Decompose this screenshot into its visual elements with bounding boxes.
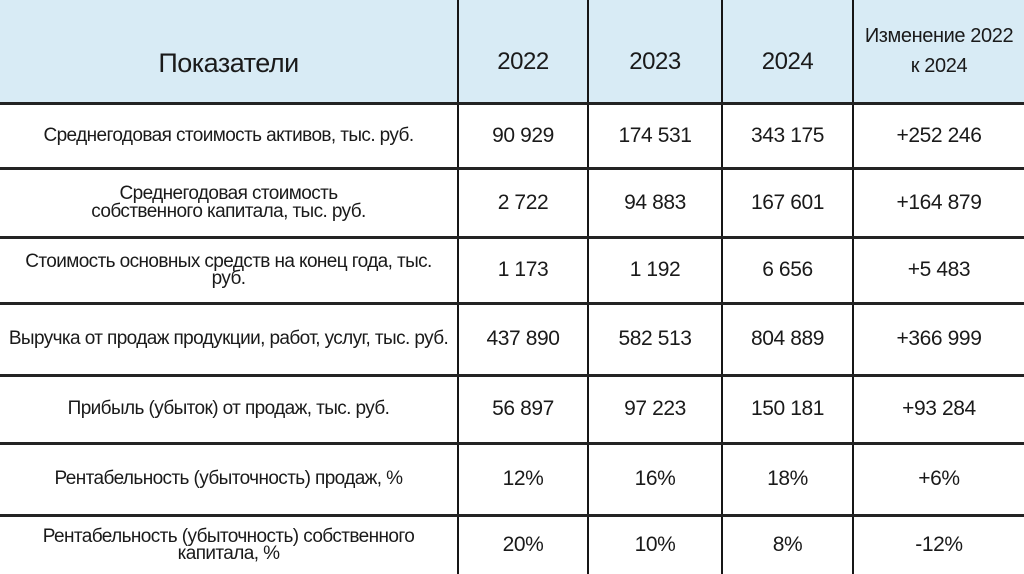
cell-2023: 94 883 (587, 166, 723, 239)
cell-2024: 18% (721, 441, 854, 517)
cell-2024: 6 656 (721, 235, 854, 305)
cell-2024: 150 181 (721, 373, 854, 445)
cell-change: +93 284 (852, 373, 1024, 445)
table-row: Стоимость основных средств на конец года… (0, 235, 1024, 305)
cell-2024: 167 601 (721, 166, 854, 239)
cell-2024: 343 175 (721, 101, 854, 170)
row-label: Прибыль (убыток) от продаж, тыс. руб. (0, 373, 459, 445)
row-label: Выручка от продаж продукции, работ, услу… (0, 301, 459, 377)
cell-2022: 437 890 (457, 301, 589, 377)
cell-2023: 10% (587, 513, 723, 574)
cell-2024: 8% (721, 513, 854, 574)
table-row: Прибыль (убыток) от продаж, тыс. руб. 56… (0, 373, 1024, 445)
cell-2022: 12% (457, 441, 589, 517)
row-label: Стоимость основных средств на конец года… (0, 235, 459, 305)
cell-2023: 582 513 (587, 301, 723, 377)
cell-2023: 174 531 (587, 101, 723, 170)
cell-2022: 20% (457, 513, 589, 574)
cell-change: +6% (852, 441, 1024, 517)
cell-2023: 97 223 (587, 373, 723, 445)
table-row: Среднегодовая стоимость активов, тыс. ру… (0, 101, 1024, 170)
table-row: Выручка от продаж продукции, работ, услу… (0, 301, 1024, 377)
header-year-2024: 2024 (721, 0, 854, 105)
cell-2022: 1 173 (457, 235, 589, 305)
cell-2024: 804 889 (721, 301, 854, 377)
cell-change: +5 483 (852, 235, 1024, 305)
row-label: Рентабельность (убыточность) продаж, % (0, 441, 459, 517)
row-label: Среднегодовая стоимость собственного кап… (0, 166, 459, 239)
cell-change: +252 246 (852, 101, 1024, 170)
cell-change: +366 999 (852, 301, 1024, 377)
header-year-2023: 2023 (587, 0, 723, 105)
cell-change: +164 879 (852, 166, 1024, 239)
table-row: Среднегодовая стоимость собственного кап… (0, 166, 1024, 239)
cell-2022: 90 929 (457, 101, 589, 170)
header-year-2022: 2022 (457, 0, 589, 105)
row-label: Среднегодовая стоимость активов, тыс. ру… (0, 101, 459, 170)
table-header-row: Показатели 2022 2023 2024 Изменение 2022… (0, 0, 1024, 105)
table-row: Рентабельность (убыточность) собственног… (0, 513, 1024, 574)
table-row: Рентабельность (убыточность) продаж, % 1… (0, 441, 1024, 517)
cell-2023: 1 192 (587, 235, 723, 305)
cell-2022: 2 722 (457, 166, 589, 239)
cell-2023: 16% (587, 441, 723, 517)
row-label: Рентабельность (убыточность) собственног… (0, 513, 459, 574)
header-change-2022-to-2024: Изменение 2022 к 2024 (852, 0, 1024, 105)
cell-change: -12% (852, 513, 1024, 574)
header-indicators: Показатели (0, 0, 459, 105)
cell-2022: 56 897 (457, 373, 589, 445)
